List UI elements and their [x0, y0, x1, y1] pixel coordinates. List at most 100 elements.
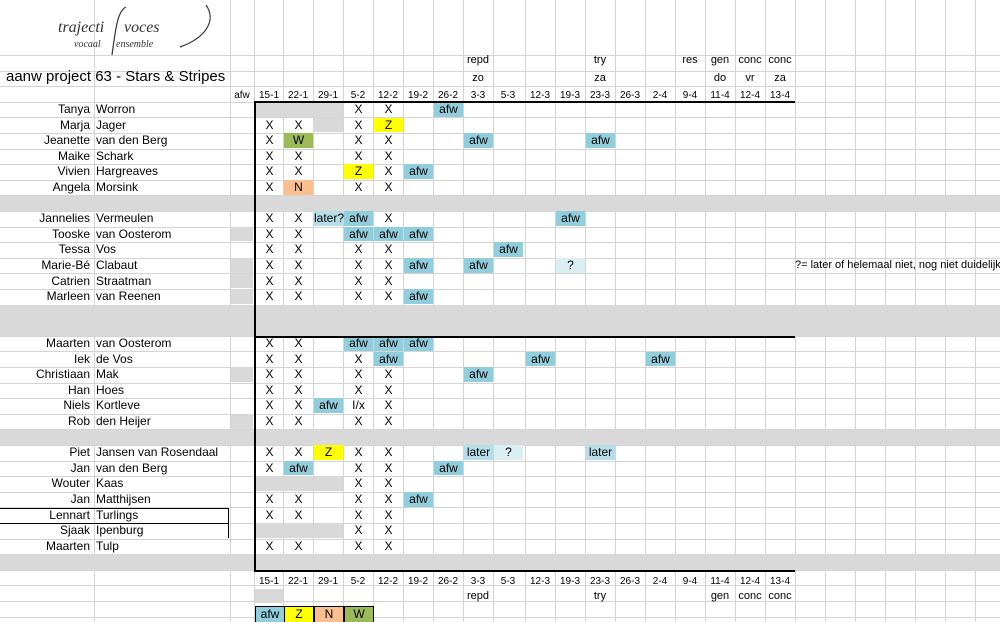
attendance-cell[interactable]: later — [586, 445, 615, 460]
attendance-cell[interactable]: X — [354, 445, 363, 459]
attendance-cell[interactable]: afw — [404, 164, 433, 179]
attendance-cell[interactable]: X — [265, 445, 274, 459]
date-column-header[interactable]: 9-4 — [682, 90, 698, 101]
attendance-cell[interactable]: W — [284, 133, 313, 148]
date-column-header[interactable]: 29-1 — [317, 90, 338, 101]
first-name[interactable]: Marja — [59, 118, 90, 132]
attendance-cell[interactable]: afw — [344, 336, 373, 351]
last-name[interactable]: Kaas — [96, 476, 124, 490]
attendance-cell[interactable]: afw — [646, 352, 675, 366]
last-name[interactable]: Jansen van Rosendaal — [96, 445, 219, 459]
last-name[interactable]: Straatman — [96, 274, 152, 288]
attendance-cell[interactable]: X — [384, 414, 393, 428]
attendance-cell[interactable]: afw — [494, 242, 523, 257]
attendance-cell[interactable]: X — [384, 289, 393, 303]
attendance-cell[interactable]: X — [265, 492, 274, 506]
attendance-cell[interactable]: afw — [404, 258, 433, 273]
first-name[interactable]: Maarten — [45, 539, 90, 553]
empty-gray-cell[interactable] — [314, 476, 343, 491]
attendance-cell[interactable]: afw — [284, 461, 313, 475]
attendance-cell[interactable]: X — [354, 149, 363, 163]
attendance-cell[interactable]: afw — [404, 492, 433, 507]
attendance-cell[interactable]: X — [265, 227, 274, 241]
attendance-cell[interactable]: X — [354, 492, 363, 506]
attendance-cell[interactable]: X — [265, 461, 274, 475]
last-name[interactable]: Mak — [96, 367, 119, 381]
attendance-cell[interactable]: X — [354, 180, 363, 194]
afw-marker-cell[interactable] — [231, 289, 253, 304]
attendance-cell[interactable]: ? — [494, 445, 523, 460]
attendance-cell[interactable]: afw — [464, 133, 493, 148]
empty-gray-cell[interactable] — [314, 102, 343, 117]
attendance-cell[interactable]: X — [354, 414, 363, 428]
last-name[interactable]: Morsink — [96, 180, 139, 194]
attendance-cell[interactable]: afw — [556, 211, 585, 226]
attendance-cell[interactable]: X — [354, 539, 363, 553]
attendance-cell[interactable]: X — [354, 367, 363, 381]
attendance-cell[interactable]: X — [384, 445, 393, 459]
date-column-header[interactable]: 12-4 — [739, 90, 760, 101]
attendance-cell[interactable]: X — [354, 242, 363, 256]
afw-marker-cell[interactable] — [231, 258, 253, 273]
attendance-cell[interactable]: X — [294, 367, 303, 381]
empty-gray-cell[interactable] — [314, 523, 343, 538]
attendance-cell[interactable]: X — [354, 258, 363, 272]
attendance-cell[interactable]: X — [294, 227, 303, 241]
first-name[interactable]: Maike — [57, 149, 90, 163]
attendance-cell[interactable]: X — [265, 352, 274, 366]
date-column-header[interactable]: 15-1 — [258, 90, 279, 101]
attendance-cell[interactable]: afw — [434, 461, 463, 475]
attendance-cell[interactable]: X — [384, 367, 393, 381]
afw-marker-cell[interactable] — [231, 367, 253, 382]
last-name[interactable]: Tulp — [96, 539, 119, 553]
attendance-cell[interactable]: X — [354, 118, 363, 132]
attendance-cell[interactable]: X — [354, 508, 363, 522]
attendance-cell[interactable]: X — [265, 118, 274, 132]
last-name[interactable]: den Heijer — [96, 414, 151, 428]
attendance-cell[interactable]: X — [354, 523, 363, 537]
attendance-cell[interactable]: X — [384, 149, 393, 163]
first-name[interactable]: Catrien — [51, 274, 90, 288]
last-name[interactable]: de Vos — [96, 352, 133, 366]
last-name[interactable]: Hoes — [96, 383, 125, 397]
attendance-cell[interactable]: X — [265, 211, 274, 225]
attendance-cell[interactable]: afw — [464, 258, 493, 273]
attendance-cell[interactable]: X — [294, 274, 303, 288]
attendance-cell[interactable]: X — [294, 211, 303, 225]
date-column-header[interactable]: 23-3 — [589, 90, 610, 101]
empty-gray-cell[interactable] — [284, 102, 313, 117]
date-column-header[interactable]: 12-2 — [377, 90, 398, 101]
first-name[interactable]: Jan — [70, 492, 90, 506]
attendance-cell[interactable]: X — [354, 133, 363, 147]
attendance-cell[interactable]: X — [265, 133, 274, 147]
attendance-cell[interactable]: X — [294, 398, 303, 412]
attendance-cell[interactable]: Z — [344, 164, 373, 179]
attendance-cell[interactable]: Z — [374, 118, 403, 132]
afw-marker-cell[interactable] — [231, 274, 253, 288]
attendance-cell[interactable]: X — [294, 508, 303, 522]
attendance-cell[interactable]: X — [265, 539, 274, 553]
first-name[interactable]: Niels — [63, 398, 90, 412]
last-name[interactable]: Matthijsen — [96, 492, 151, 506]
attendance-cell[interactable]: N — [284, 180, 313, 195]
attendance-cell[interactable]: X — [265, 398, 274, 412]
attendance-cell[interactable]: afw — [344, 211, 373, 226]
date-column-header[interactable]: 5-3 — [500, 90, 516, 101]
attendance-cell[interactable]: X — [294, 539, 303, 553]
date-column-header[interactable]: 19-3 — [559, 90, 580, 101]
attendance-cell[interactable]: X — [294, 445, 303, 459]
attendance-cell[interactable]: afw — [374, 227, 403, 241]
first-name[interactable]: Tanya — [57, 102, 90, 116]
first-name[interactable]: Iek — [73, 352, 90, 366]
afw-marker-cell[interactable] — [231, 227, 253, 241]
attendance-cell[interactable]: X — [265, 383, 274, 397]
attendance-cell[interactable]: X — [294, 164, 303, 178]
attendance-cell[interactable]: afw — [374, 352, 403, 366]
attendance-cell[interactable]: X — [294, 242, 303, 256]
attendance-cell[interactable]: X — [384, 492, 393, 506]
first-name[interactable]: Jan — [70, 461, 90, 475]
attendance-cell[interactable]: X — [384, 242, 393, 256]
last-name[interactable]: Schark — [96, 149, 134, 163]
last-name[interactable]: Vos — [96, 242, 117, 256]
last-name[interactable]: van Reenen — [96, 289, 161, 303]
